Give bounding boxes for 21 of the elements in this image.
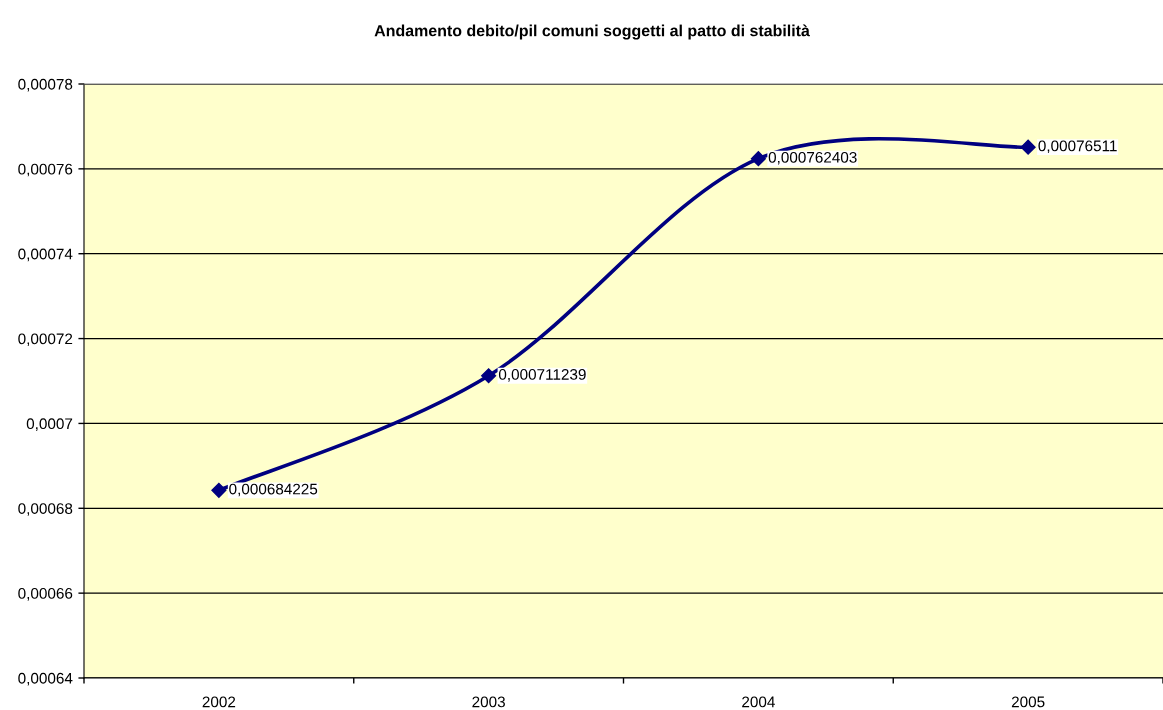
y-tick-label: 0,00072 <box>18 333 73 347</box>
data-label: 0,00076511 <box>1038 140 1117 154</box>
chart-title: Andamento debito/pil comuni soggetti al patto di stabilità <box>374 24 810 40</box>
y-tick-label: 0,00064 <box>18 672 73 686</box>
x-tick-label: 2002 <box>202 696 236 708</box>
x-tick-label: 2003 <box>472 696 505 708</box>
point <box>1020 139 1036 155</box>
y-tick-label: 0,00076 <box>18 163 73 177</box>
y-tick-label: 0,00066 <box>18 588 73 601</box>
point <box>481 368 497 384</box>
y-tick-label: 0,00078 <box>18 78 73 92</box>
y-tick-label: 0,00074 <box>18 248 73 262</box>
y-tick-label: 0,00068 <box>18 503 73 516</box>
data-label: 0,000762403 <box>768 151 857 165</box>
x-tick-label: 2005 <box>1011 696 1045 708</box>
point <box>750 151 766 167</box>
data-label: 0,000684225 <box>229 483 318 497</box>
point <box>211 482 227 498</box>
x-tick-label: 2004 <box>742 696 775 708</box>
y-tick-label: 0,0007 <box>26 418 73 431</box>
data-label: 0,000711239 <box>498 369 586 382</box>
